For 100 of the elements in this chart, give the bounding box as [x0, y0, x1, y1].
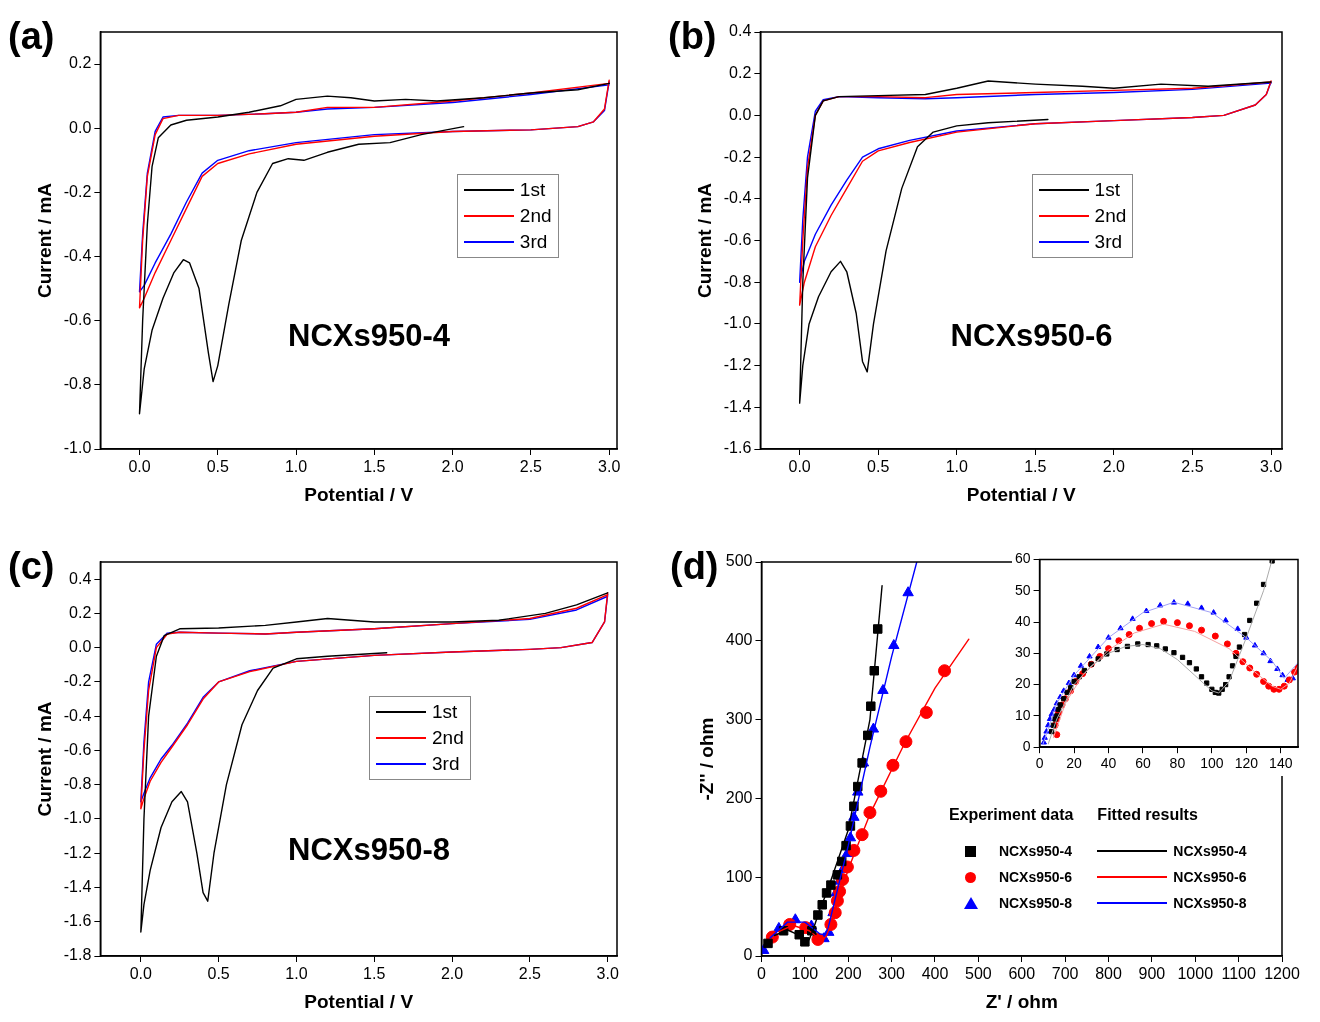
x-tick-label: 100: [791, 965, 819, 983]
legend-label: NCXs950-8: [1173, 895, 1247, 912]
y-tick-label: -1.6: [723, 439, 752, 457]
x-tick-label: 60: [1135, 755, 1151, 772]
x-tick-label: 2.5: [519, 458, 543, 476]
y-tick-label: 200: [725, 788, 753, 806]
y-axis-title: Current / mA: [33, 701, 55, 817]
x-tick-label: 2.0: [441, 458, 464, 476]
chart-title: (c): [8, 545, 55, 588]
x-axis-title: Potential / V: [966, 483, 1076, 505]
x-tick-label: 1.0: [285, 965, 308, 983]
y-tick-label: -0.4: [63, 706, 92, 724]
legend-label: NCXs950-6: [998, 869, 1073, 886]
x-tick-label: 1.5: [363, 458, 386, 476]
x-tick-label: 3.0: [1259, 458, 1283, 476]
x-tick-label: 140: [1269, 755, 1293, 772]
legend-label: 3rd: [519, 230, 548, 253]
x-tick-label: 20: [1066, 755, 1083, 772]
legend-label: 2nd: [1094, 204, 1127, 227]
legend-label: 1st: [1094, 178, 1120, 201]
x-tick-label: 2.0: [440, 965, 464, 983]
x-tick-label: 100: [1200, 755, 1224, 772]
x-tick-label: 1.0: [284, 458, 308, 476]
x-axis-title: Potential / V: [304, 483, 414, 505]
y-tick-label: 60: [1014, 550, 1031, 567]
y-tick-label: 100: [725, 867, 753, 885]
y-tick-label: 500: [725, 552, 753, 570]
y-tick-label: 300: [725, 710, 753, 728]
y-tick-label: -0.2: [63, 182, 92, 200]
y-tick-label: -1.8: [63, 946, 92, 964]
x-tick-label: 1200: [1264, 965, 1300, 983]
y-tick-label: -1.0: [63, 439, 92, 457]
x-axis-title: Potential / V: [304, 990, 414, 1012]
y-tick-label: 0.0: [69, 118, 92, 136]
y-tick-label: -1.2: [63, 843, 92, 861]
x-tick-label: 2.5: [518, 965, 542, 983]
x-tick-label: 0.5: [207, 965, 230, 983]
y-tick-label: 20: [1014, 675, 1031, 692]
x-tick-label: 0: [1035, 755, 1044, 772]
annotation: Experiment data: [948, 806, 1074, 825]
annotation: NCXs950-4: [288, 318, 451, 355]
x-tick-label: 1100: [1221, 965, 1256, 983]
y-axis-title: -Z'' / ohm: [695, 717, 717, 801]
x-tick-label: 40: [1100, 755, 1117, 772]
x-tick-label: 0.0: [129, 965, 153, 983]
y-tick-label: 0.4: [729, 22, 752, 40]
x-tick-label: 1.5: [363, 965, 386, 983]
y-tick-label: 50: [1014, 581, 1031, 598]
x-tick-label: 800: [1095, 965, 1122, 983]
y-axis-title: Current / mA: [33, 182, 55, 299]
y-tick-label: -0.4: [63, 246, 92, 264]
legend-label: NCXs950-8: [998, 895, 1073, 912]
y-tick-label: -1.4: [63, 877, 92, 895]
y-tick-label: -1.0: [723, 314, 752, 332]
y-tick-label: -0.8: [723, 272, 752, 290]
chart-title: (b): [668, 15, 717, 58]
y-tick-label: 0.0: [729, 105, 752, 123]
y-tick-label: 40: [1014, 612, 1031, 629]
x-tick-label: 900: [1138, 965, 1166, 983]
y-tick-label: -0.6: [63, 311, 92, 329]
y-tick-label: 0.2: [729, 64, 752, 82]
x-tick-label: 2.0: [1102, 458, 1126, 476]
legend-label: NCXs950-4: [998, 843, 1073, 860]
x-tick-label: 200: [834, 965, 862, 983]
chart-title: (d): [670, 545, 719, 588]
y-tick-label: -0.6: [723, 230, 752, 248]
legend-label: 3rd: [432, 752, 460, 775]
legend-label: 2nd: [519, 204, 552, 227]
x-tick-label: 2.5: [1181, 458, 1204, 476]
y-tick-label: 0.0: [69, 638, 92, 656]
legend-label: 3rd: [1094, 230, 1123, 253]
annotation: NCXs950-6: [950, 318, 1113, 355]
legend-label: NCXs950-6: [1173, 869, 1247, 886]
y-axis-title: Current / mA: [693, 182, 715, 299]
x-tick-label: 500: [965, 965, 992, 983]
x-tick-label: 3.0: [596, 965, 619, 983]
y-tick-label: 10: [1014, 706, 1031, 723]
x-tick-label: 1.5: [1024, 458, 1047, 476]
annotation: NCXs950-8: [288, 831, 451, 868]
y-tick-label: -0.2: [723, 147, 752, 165]
y-tick-label: -0.6: [63, 740, 92, 758]
x-tick-label: 600: [1008, 965, 1036, 983]
x-tick-label: 0.0: [128, 458, 151, 476]
y-tick-label: -1.0: [63, 809, 92, 827]
x-tick-label: 1000: [1177, 965, 1214, 983]
y-tick-label: 400: [725, 631, 753, 649]
y-tick-label: -0.2: [63, 672, 92, 690]
legend-label: 2nd: [432, 726, 464, 749]
y-tick-label: 0.2: [69, 603, 92, 621]
y-tick-label: 0.4: [69, 569, 92, 587]
y-tick-label: 0: [743, 946, 753, 964]
x-tick-label: 0.5: [206, 458, 229, 476]
legend-label: NCXs950-4: [1173, 843, 1247, 860]
y-tick-label: -1.6: [63, 912, 92, 930]
x-tick-label: 1.0: [945, 458, 968, 476]
y-tick-label: -0.8: [63, 375, 92, 393]
x-tick-label: 700: [1051, 965, 1079, 983]
x-tick-label: 0: [757, 965, 767, 983]
legend-label: 1st: [519, 178, 546, 201]
chart-title: (a): [8, 15, 55, 58]
